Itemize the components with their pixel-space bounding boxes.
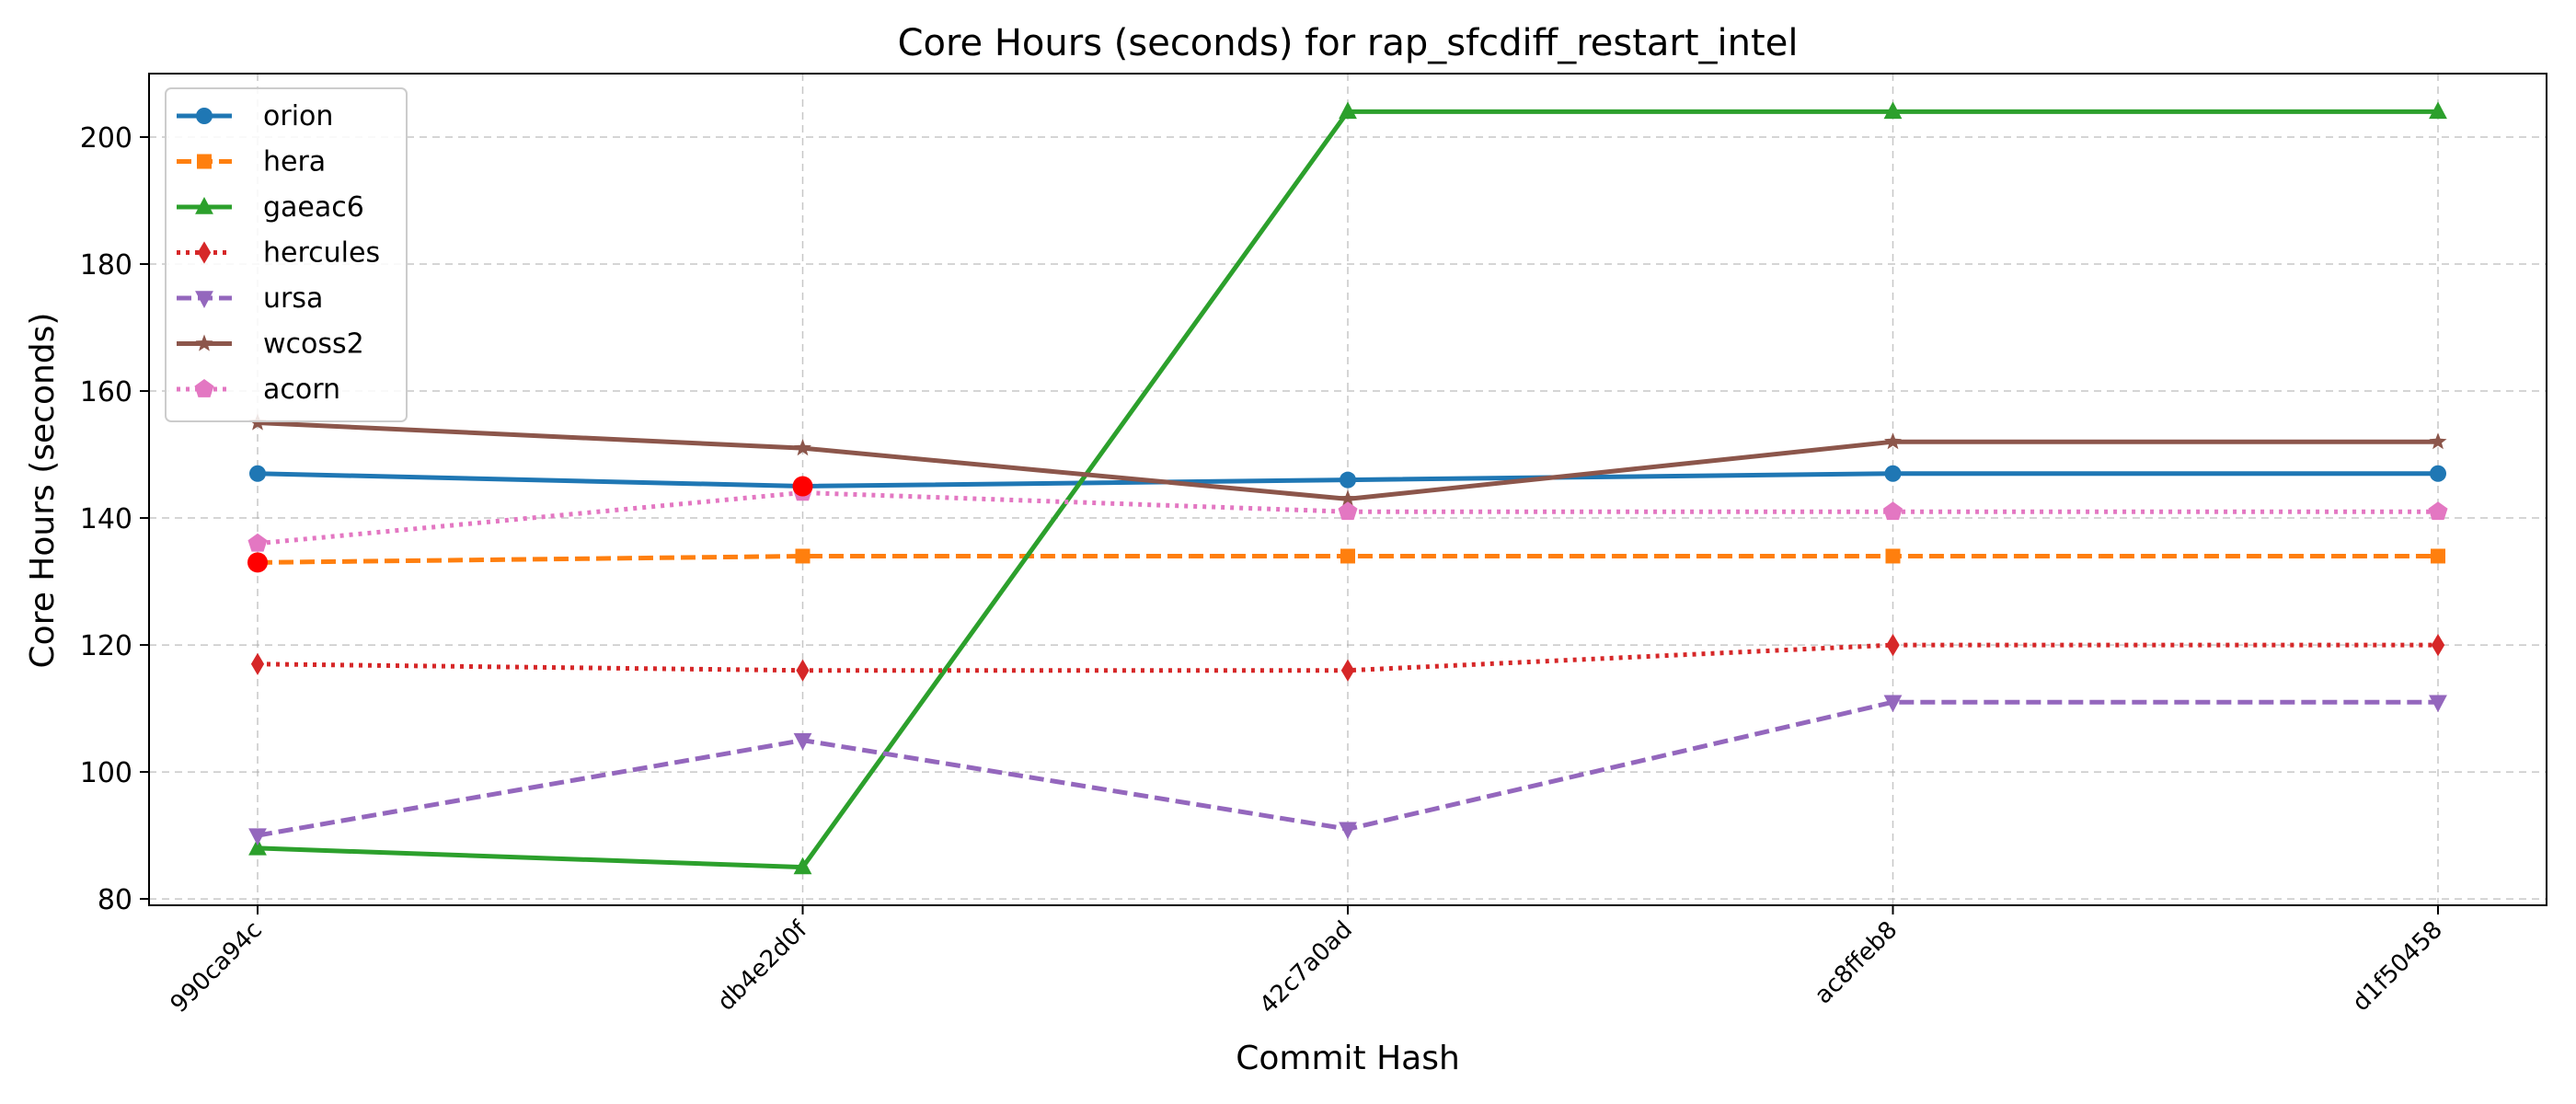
y-tick-label: 200 [80, 122, 132, 155]
legend-item-hercules[interactable]: hercules [177, 237, 380, 270]
data-point [249, 465, 266, 482]
legend-item-acorn[interactable]: acorn [177, 374, 340, 406]
y-tick-label: 120 [80, 630, 132, 662]
data-point [1340, 471, 1356, 489]
data-point [1883, 695, 1903, 713]
data-point [247, 533, 268, 552]
data-point [2429, 432, 2447, 450]
data-point [250, 652, 265, 675]
data-point [1339, 489, 1357, 507]
grid [149, 74, 2547, 905]
data-point [795, 548, 811, 564]
legend-marker [194, 379, 214, 397]
data-point [1883, 501, 1903, 521]
legend-label: gaeac6 [263, 191, 364, 224]
legend-marker [195, 197, 213, 214]
legend-item-gaeac6[interactable]: gaeac6 [177, 191, 364, 224]
data-point [794, 439, 811, 456]
legend-label: acorn [263, 374, 340, 406]
data-point [2429, 695, 2447, 713]
data-point [1339, 822, 1357, 840]
legend-marker [197, 241, 212, 264]
data-point [2428, 501, 2448, 521]
x-axis-label: Commit Hash [1236, 1040, 1460, 1077]
legend-item-orion[interactable]: orion [177, 100, 333, 132]
highlight-marker [247, 552, 268, 573]
y-tick-label: 160 [80, 376, 132, 408]
legend-item-hera[interactable]: hera [177, 146, 326, 178]
data-point [793, 857, 812, 875]
legend-marker [195, 291, 213, 308]
data-point [1340, 659, 1355, 682]
data-point [1883, 101, 1903, 120]
legend-label: hera [263, 146, 326, 178]
series-group [247, 101, 2448, 875]
data-point [1884, 432, 1902, 450]
data-point [1886, 634, 1900, 657]
legend-item-wcoss2[interactable]: wcoss2 [177, 328, 364, 361]
data-point [796, 659, 810, 682]
data-point [248, 828, 267, 846]
data-point [2429, 101, 2447, 120]
data-point [793, 732, 812, 751]
data-point [248, 837, 267, 856]
y-tick-label: 100 [80, 757, 132, 789]
legend-marker [196, 108, 213, 124]
data-point [1338, 501, 1358, 521]
data-point [1340, 548, 1355, 564]
data-point [1885, 548, 1901, 564]
y-tick-label: 80 [98, 884, 132, 916]
legend-marker [197, 154, 212, 169]
series-orion [249, 465, 2446, 495]
data-point [1339, 101, 1357, 120]
legend-label: ursa [263, 282, 323, 315]
series-gaeac6 [248, 101, 2447, 875]
y-tick-label: 140 [80, 503, 132, 535]
legend-label: hercules [263, 237, 380, 270]
legend[interactable]: orion hera gaeac6 hercules ursa wcoss2 acorn [165, 87, 408, 422]
series-ursa [248, 695, 2447, 846]
legend-label: wcoss2 [263, 328, 364, 361]
data-point [2431, 548, 2445, 564]
chart-title: Core Hours (seconds) for rap_sfcdiff_res… [898, 22, 1799, 64]
data-point [2430, 465, 2446, 482]
legend-item-ursa[interactable]: ursa [177, 282, 323, 315]
y-axis-label: Core Hours (seconds) [24, 313, 62, 669]
legend-marker [195, 334, 213, 351]
y-tick-label: 180 [80, 249, 132, 282]
legend-label: orion [263, 100, 333, 132]
highlight-marker [792, 476, 813, 497]
series-hercules [250, 634, 2445, 682]
data-point [2431, 634, 2445, 657]
data-point [1884, 465, 1902, 482]
legend-box [165, 87, 408, 422]
